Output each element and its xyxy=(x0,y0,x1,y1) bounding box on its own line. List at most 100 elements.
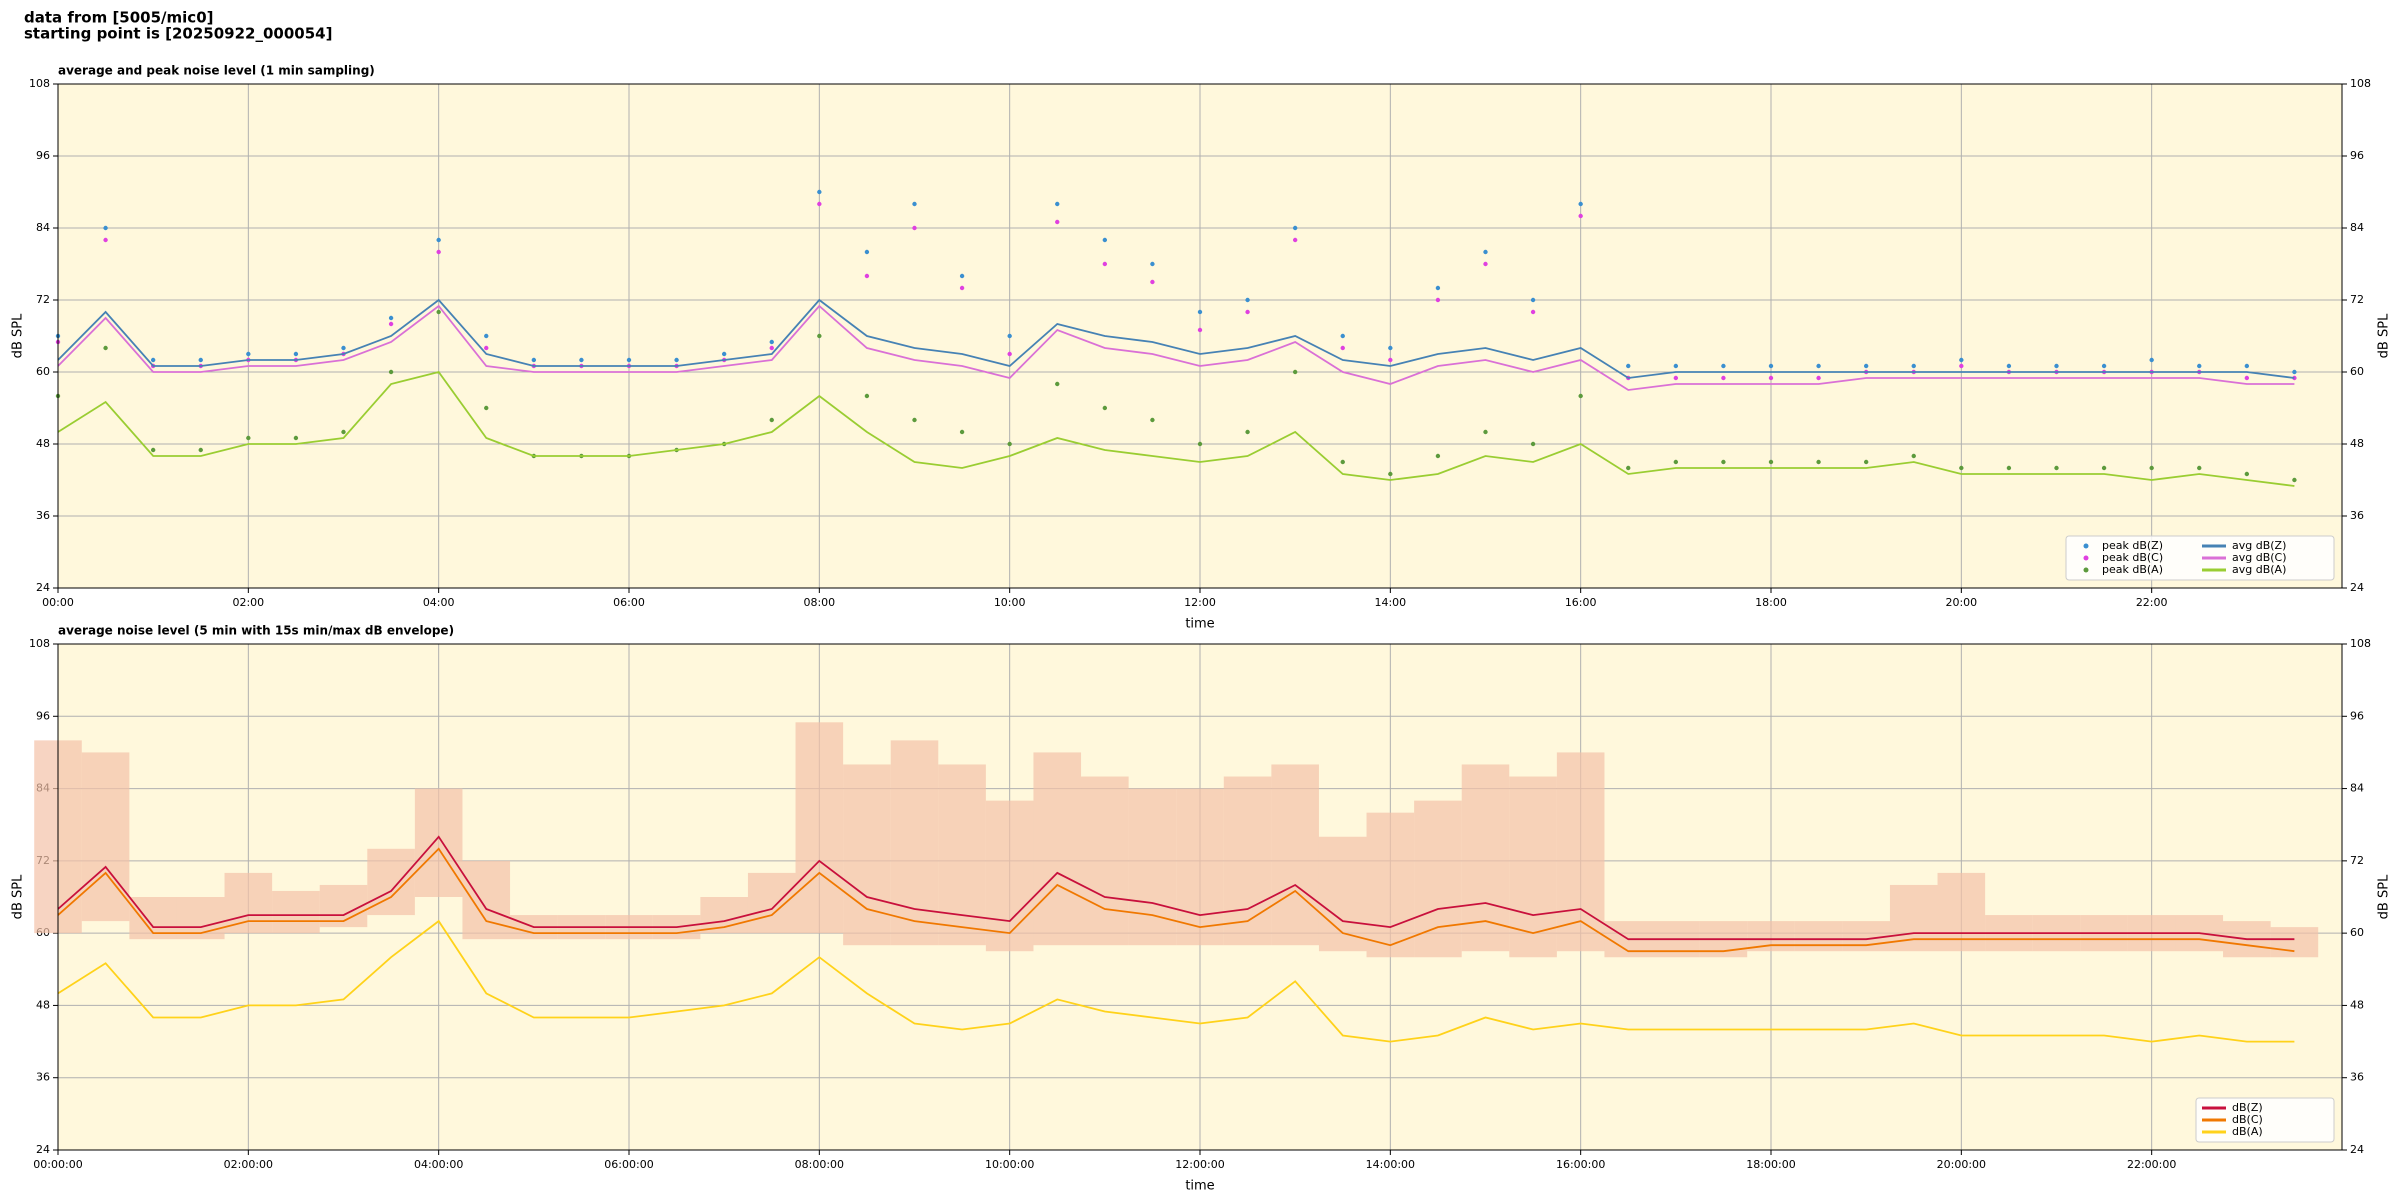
y-tick-label: 24 xyxy=(36,581,50,594)
peak-point xyxy=(293,351,299,357)
x-tick-label: 06:00:00 xyxy=(604,1158,653,1171)
peak-point xyxy=(817,189,822,195)
envelope-band xyxy=(1271,764,1319,946)
envelope-band xyxy=(81,752,130,922)
peak-point xyxy=(1483,249,1488,255)
peak-point xyxy=(1911,453,1916,459)
peak-point xyxy=(484,333,489,339)
peak-point xyxy=(912,225,917,231)
peak-point xyxy=(1007,333,1012,339)
peak-point xyxy=(1388,345,1393,351)
x-tick-label: 14:00 xyxy=(1374,596,1406,609)
peak-point xyxy=(1340,333,1345,339)
peak-point xyxy=(1150,261,1155,267)
peak-point xyxy=(2054,363,2059,369)
x-tick-label: 10:00 xyxy=(994,596,1026,609)
y-tick-label: 36 xyxy=(36,509,50,522)
peak-point xyxy=(1340,345,1345,351)
peak-point xyxy=(1863,459,1869,465)
peak-point xyxy=(1340,459,1345,465)
peak-point xyxy=(1721,375,1726,381)
x-tick-label: 08:00 xyxy=(803,596,835,609)
peak-point xyxy=(959,429,965,435)
peak-point xyxy=(1245,309,1250,315)
peak-point xyxy=(1816,363,1821,369)
peak-point xyxy=(1435,453,1441,459)
y-axis-label: dB SPL xyxy=(11,313,26,358)
series-line xyxy=(57,298,2295,379)
y-axis-label: dB SPL xyxy=(2377,874,2392,919)
peak-point xyxy=(1435,297,1441,303)
peak-point xyxy=(1483,429,1488,435)
x-tick-label: 16:00 xyxy=(1565,596,1597,609)
peak-point xyxy=(531,357,537,363)
envelope-band xyxy=(176,897,225,940)
peak-point xyxy=(1102,261,1108,267)
peak-point xyxy=(388,369,394,375)
peak-point xyxy=(1673,363,1679,369)
peak-point xyxy=(1530,297,1536,303)
envelope-band xyxy=(1176,788,1224,946)
peak-point xyxy=(2244,471,2250,477)
peak-point xyxy=(2197,465,2202,471)
peak-point xyxy=(150,357,156,363)
peak-point xyxy=(959,285,965,291)
x-tick-label: 12:00:00 xyxy=(1175,1158,1224,1171)
x-tick-label: 20:00 xyxy=(1945,596,1977,609)
peak-point xyxy=(103,225,108,231)
peak-point xyxy=(579,357,584,363)
y-tick-label: 96 xyxy=(36,149,50,162)
peak-point xyxy=(388,315,394,321)
legend-marker xyxy=(2083,555,2089,561)
peak-point xyxy=(1816,375,1821,381)
envelope-band xyxy=(985,800,1034,952)
legend-label: avg dB(A) xyxy=(2232,563,2286,576)
x-tick-label: 06:00 xyxy=(613,596,645,609)
y-tick-label: 36 xyxy=(2350,509,2364,522)
envelope-band xyxy=(890,740,939,946)
y-tick-label: 60 xyxy=(2350,926,2364,939)
peak-point xyxy=(1055,201,1060,207)
peak-point xyxy=(1863,363,1869,369)
y-tick-label: 48 xyxy=(36,437,50,450)
y-tick-label: 84 xyxy=(2350,782,2364,795)
legend-marker xyxy=(2083,567,2089,573)
peak-point xyxy=(769,345,774,351)
envelope-band xyxy=(747,872,796,934)
peak-point xyxy=(1055,381,1060,387)
peak-point xyxy=(721,351,727,357)
peak-point xyxy=(2149,357,2154,363)
peak-point xyxy=(1530,309,1536,315)
peak-point xyxy=(103,345,108,351)
series-line xyxy=(57,919,2295,1043)
peak-point xyxy=(1768,375,1774,381)
y-tick-label: 60 xyxy=(2350,365,2364,378)
peak-point xyxy=(1055,219,1060,225)
x-axis-label: time xyxy=(1185,617,1214,632)
peak-point xyxy=(1292,369,1298,375)
y-tick-label: 84 xyxy=(2350,221,2364,234)
peak-point xyxy=(198,447,203,453)
y-tick-label: 72 xyxy=(2350,854,2364,867)
peak-point xyxy=(2292,477,2297,483)
peak-point xyxy=(150,447,156,453)
peak-point xyxy=(484,405,489,411)
peak-point xyxy=(959,273,965,279)
chart-title: average noise level (5 min with 15s min/… xyxy=(58,624,454,638)
peak-point xyxy=(1388,357,1393,363)
y-tick-label: 96 xyxy=(2350,709,2364,722)
y-tick-label: 36 xyxy=(36,1071,50,1084)
peak-point xyxy=(1959,465,1964,471)
x-tick-label: 20:00:00 xyxy=(1937,1158,1986,1171)
peak-point xyxy=(484,345,489,351)
peak-point xyxy=(2006,465,2012,471)
legend-label: dB(A) xyxy=(2232,1125,2263,1138)
peak-point xyxy=(2006,363,2012,369)
header-line: data from [5005/mic0] xyxy=(24,9,214,27)
y-tick-label: 108 xyxy=(2350,637,2371,650)
peak-point xyxy=(1197,441,1203,447)
x-tick-label: 02:00 xyxy=(232,596,264,609)
peak-point xyxy=(1388,471,1393,477)
y-tick-label: 96 xyxy=(2350,149,2364,162)
